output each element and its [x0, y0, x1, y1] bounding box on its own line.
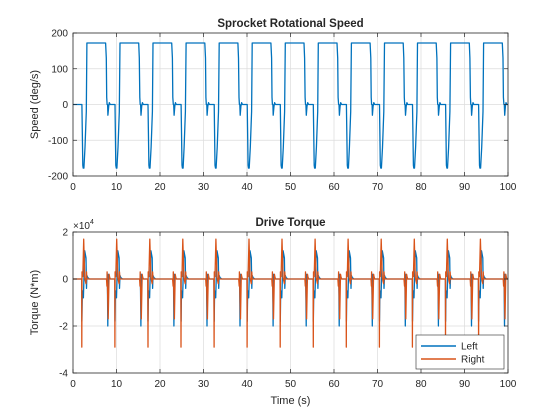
torque-y-axis-label: Torque (N*m)	[29, 270, 41, 335]
x-tick-label: 30	[198, 182, 210, 193]
y-tick-label: 0	[62, 275, 68, 286]
torque-x-axis-label: Time (s)	[271, 395, 311, 407]
x-tick-label: 0	[70, 379, 76, 390]
x-tick-label: 70	[372, 182, 384, 193]
y-tick-label: -100	[48, 136, 68, 147]
y-tick-label: 2	[62, 228, 68, 239]
exponent-base: ×10	[73, 221, 90, 232]
y-tick-label: 0	[62, 100, 68, 111]
torque-chart-title: Drive Torque	[255, 217, 325, 229]
series-line-right	[73, 238, 508, 348]
x-tick-label: 80	[415, 182, 427, 193]
torque-legend: Left Right	[415, 334, 505, 370]
speed-y-axis-label: Speed (deg/s)	[29, 70, 41, 139]
x-tick-label: 10	[111, 379, 123, 390]
y-tick-label: -4	[59, 369, 68, 380]
speed-chart-title: Sprocket Rotational Speed	[217, 18, 363, 30]
x-tick-label: 20	[154, 182, 166, 193]
x-tick-label: 0	[70, 182, 76, 193]
x-tick-label: 100	[500, 182, 517, 193]
legend-label-right: Right	[461, 355, 485, 366]
legend-label-left: Left	[461, 342, 478, 353]
x-tick-label: 50	[285, 182, 297, 193]
y-tick-label: -2	[59, 322, 68, 333]
x-tick-label: 50	[285, 379, 297, 390]
y-tick-label: 200	[51, 29, 68, 40]
x-tick-label: 40	[241, 379, 253, 390]
torque-axes: 0 10 20 30 40 50 60 70 80 90 100 -4 -2 0 2 Drive Torqu…	[29, 217, 517, 407]
x-tick-label: 90	[459, 379, 471, 390]
torque-series-group	[73, 238, 508, 348]
x-tick-label: 30	[198, 379, 210, 390]
x-tick-label: 100	[500, 379, 517, 390]
x-tick-label: 10	[111, 182, 123, 193]
x-tick-label: 60	[328, 182, 340, 193]
x-tick-label: 70	[372, 379, 384, 390]
y-tick-label: -200	[48, 172, 68, 183]
speed-axes: 0 10 20 30 40 50 60 70 80 90 100 -200 -100 0 100 200 Sp…	[29, 18, 517, 193]
x-tick-label: 60	[328, 379, 340, 390]
speed-ticks: 0 10 20 30 40 50 60 70 80 90 100 -200 -100 0 100 200	[48, 29, 517, 194]
speed-series-group	[73, 42, 508, 169]
torque-ticks: 0 10 20 30 40 50 60 70 80 90 100 -4 -2 0 2	[59, 228, 517, 391]
x-tick-label: 90	[459, 182, 471, 193]
series-line-speed	[73, 42, 508, 169]
x-tick-label: 40	[241, 182, 253, 193]
legend-box	[415, 334, 505, 370]
x-tick-label: 20	[154, 379, 166, 390]
y-tick-label: 100	[51, 64, 68, 75]
exponent-power: 4	[90, 219, 94, 226]
x-tick-label: 80	[415, 379, 427, 390]
torque-exponent-label: ×104	[73, 219, 94, 232]
